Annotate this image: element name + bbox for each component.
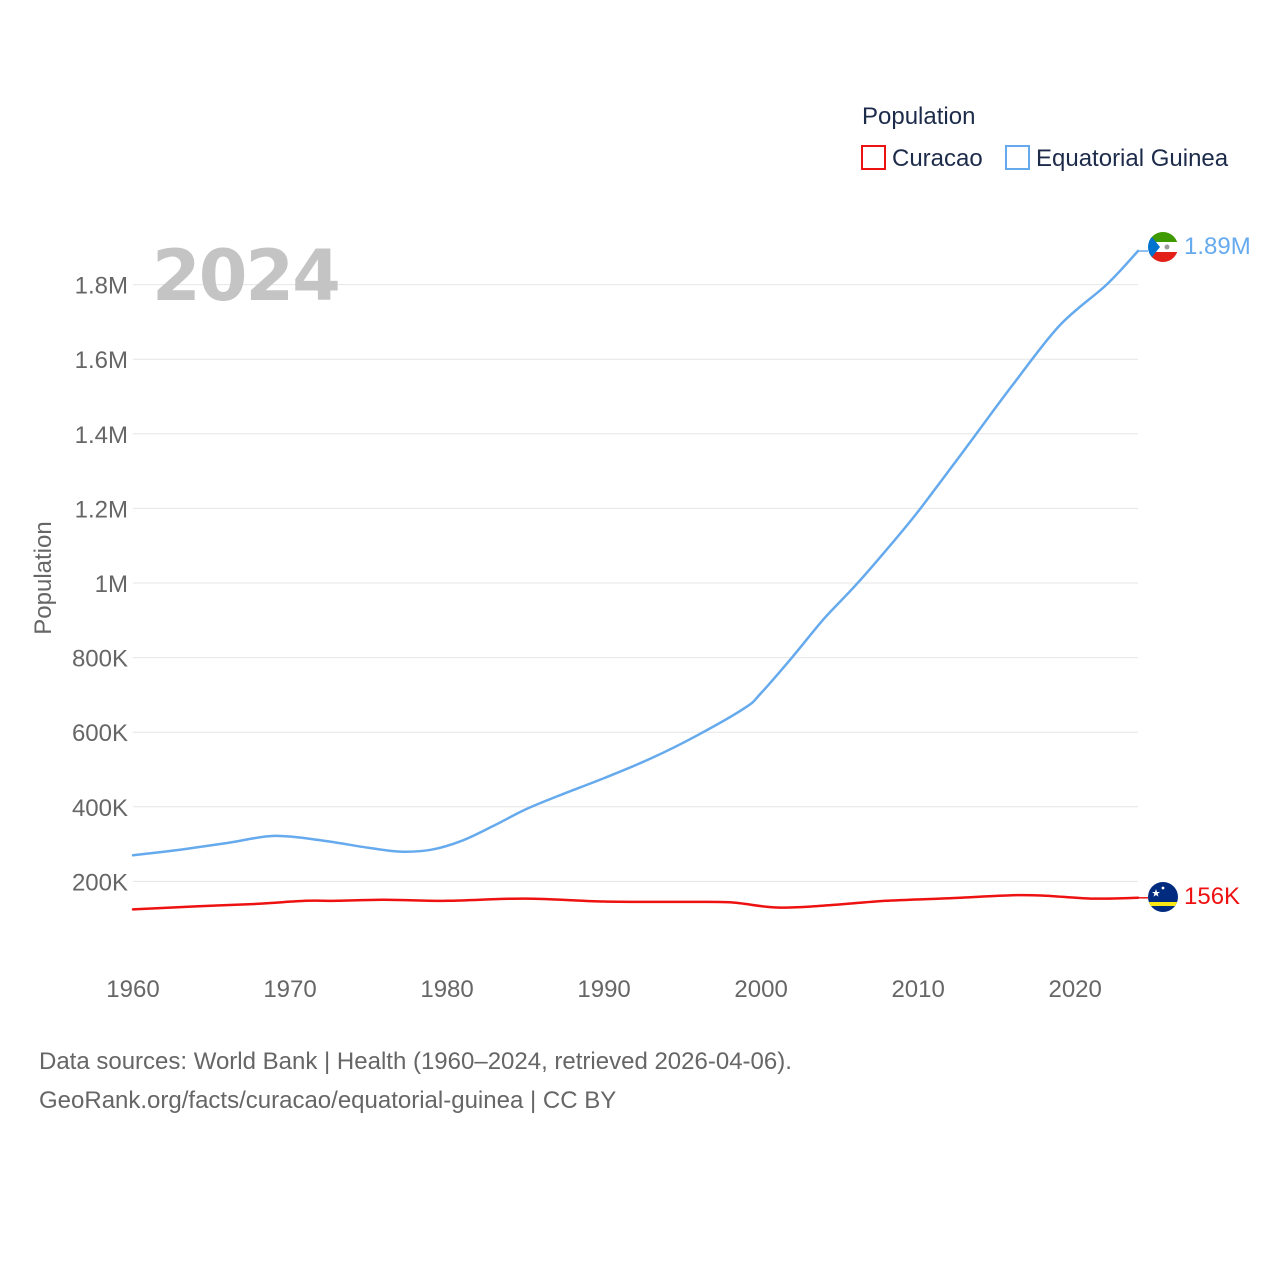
curacao-end-label: 156K [1184,883,1240,910]
y-tick-label: 1.2M [75,496,128,523]
equatorial-guinea-end-label: 1.89M [1184,233,1251,260]
year-label: 2024 [152,235,339,317]
x-tick-label: 2020 [1048,976,1101,1003]
x-tick-label: 2000 [734,976,787,1003]
curacao-flag-icon [1148,882,1178,912]
footer: Data sources: World Bank | Health (1960–… [39,1042,792,1120]
y-axis-ticks: 200K 400K 600K 800K 1M 1.2M 1.4M 1.6M 1.8M [72,273,128,897]
x-axis-ticks: 1960 1970 1980 1990 2000 2010 2020 [106,976,1102,1003]
y-tick-label: 200K [72,869,128,896]
legend-swatch-equatorial-guinea [1005,145,1030,170]
legend-title: Population [862,103,975,130]
legend-swatch-curacao [861,145,886,170]
equatorial-guinea-line [131,249,1140,857]
x-tick-label: 2010 [891,976,944,1003]
y-tick-label: 1.4M [75,422,128,449]
y-axis-label: Population [30,521,57,634]
source-link[interactable]: GeoRank.org/facts/curacao/equatorial-gui… [39,1087,617,1114]
y-tick-label: 600K [72,720,128,747]
legend: Population Curacao Equatorial Guinea [861,103,1229,172]
y-tick-label: 1.6M [75,347,128,374]
data-sources-text: Data sources: World Bank | Health (1960–… [39,1048,792,1075]
x-tick-label: 1960 [106,976,159,1003]
y-tick-label: 800K [72,646,128,673]
curacao-line [131,893,1140,911]
x-tick-label: 1970 [263,976,316,1003]
x-tick-label: 1990 [577,976,630,1003]
legend-label-equatorial-guinea: Equatorial Guinea [1036,145,1229,172]
population-chart: 2024 200K400K600K800K1M1.2M1.4M1.6M1.8M … [30,103,1251,1003]
series-lines [131,249,1148,911]
y-tick-label: 400K [72,795,128,822]
y-tick-label: 1.8M [75,273,128,300]
y-tick-label: 1M [95,571,128,598]
gridlines [133,284,1138,882]
equatorial-guinea-flag-icon [1148,232,1178,262]
legend-item-equatorial-guinea[interactable]: Equatorial Guinea [1005,145,1229,172]
legend-item-curacao[interactable]: Curacao [861,145,983,172]
x-tick-label: 1980 [420,976,473,1003]
legend-label-curacao: Curacao [892,145,983,172]
